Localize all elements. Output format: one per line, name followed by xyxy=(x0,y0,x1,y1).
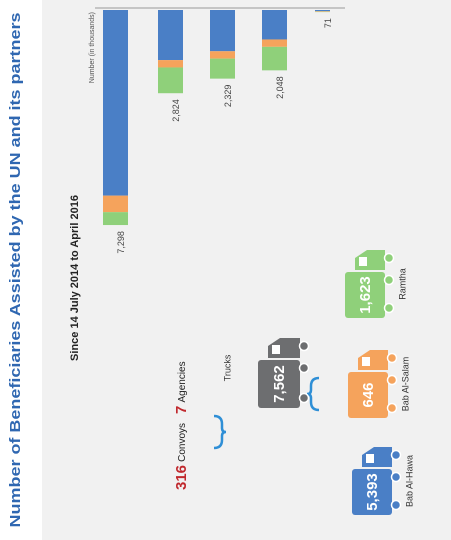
bar-segment xyxy=(210,9,235,52)
truck-window xyxy=(272,345,280,354)
truck-wheel xyxy=(390,449,402,461)
truck-label: Ramtha xyxy=(397,268,407,300)
bar-segment xyxy=(315,11,330,12)
bar-total-label: 7,298 xyxy=(116,231,126,254)
truck-value: 7,562 xyxy=(271,365,288,403)
bar-total-label: 2,824 xyxy=(171,99,181,122)
bar-segment xyxy=(158,60,183,68)
bar-segment xyxy=(158,67,183,94)
bar-segment xyxy=(158,9,183,61)
bar-total-label: 2,329 xyxy=(223,85,233,108)
bar-total-label: 71 xyxy=(323,18,333,28)
truck-cargo xyxy=(345,272,385,318)
bar-segment xyxy=(262,46,287,71)
truck-wheel xyxy=(298,362,310,374)
truck-cargo xyxy=(258,360,300,408)
truck-wheel xyxy=(386,374,398,386)
crossing-truck: 646 Bab Al-Salam xyxy=(348,350,410,418)
bar-total-label: 2,048 xyxy=(275,76,285,99)
truck-value: 5,393 xyxy=(364,473,381,511)
convoys-label: Convoys xyxy=(177,423,188,462)
agencies-label: Agencies xyxy=(177,361,188,402)
truck-cargo xyxy=(352,469,392,515)
bar-segment xyxy=(262,39,287,47)
truck-label: Bab Al-Hawa xyxy=(404,455,414,507)
convoy-summary: 316 Convoys 7 Agencies xyxy=(173,361,190,490)
truck-window xyxy=(366,454,374,463)
brace xyxy=(213,414,227,450)
truck-wheel xyxy=(383,302,395,314)
bar-segment xyxy=(262,10,287,40)
truck-wheel xyxy=(390,471,402,483)
period: Since 14 July 2014 to April 2016 xyxy=(69,195,81,361)
truck-label: Bab Al-Salam xyxy=(400,357,410,412)
bar-segment xyxy=(315,9,330,12)
convoys-value: 316 xyxy=(173,465,190,490)
truck-wheel xyxy=(383,252,395,264)
truck-wheel xyxy=(298,392,310,404)
truck-value: 1,623 xyxy=(357,276,374,314)
truck-cargo xyxy=(348,372,388,418)
truck-wheel xyxy=(383,274,395,286)
truck-window xyxy=(362,357,370,366)
title: Number of Beneficiaries Assisted by the … xyxy=(7,13,24,528)
truck-wheel xyxy=(298,340,310,352)
bar-segment xyxy=(210,58,235,79)
bar-segment xyxy=(103,212,128,226)
bar-segment xyxy=(210,51,235,59)
truck-wheel xyxy=(386,402,398,414)
crossing-truck: 1,623 Ramtha xyxy=(345,250,407,318)
bar-segment xyxy=(103,195,128,213)
truck-window xyxy=(359,257,367,266)
truck-wheel xyxy=(386,352,398,364)
truck-total-label: Trucks xyxy=(222,354,232,381)
agencies-value: 7 xyxy=(173,406,190,414)
crossing-truck: 5,393 Bab Al-Hawa xyxy=(352,447,414,515)
truck-wheel xyxy=(390,499,402,511)
total-truck: 7,562 xyxy=(258,338,310,408)
axis-label: Number (in thousands) xyxy=(89,12,96,83)
truck-value: 646 xyxy=(360,382,377,407)
bar-segment xyxy=(103,10,128,196)
rotated-frame: Number of Beneficiaries Assisted by the … xyxy=(7,0,451,540)
